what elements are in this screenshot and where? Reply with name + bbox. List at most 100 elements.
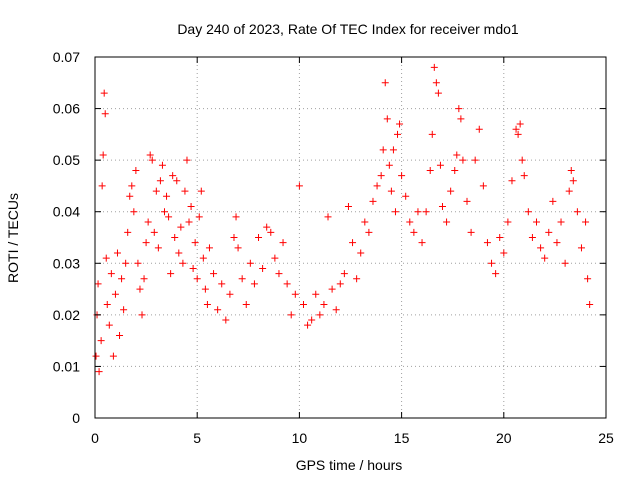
data-point bbox=[195, 213, 203, 221]
data-point bbox=[103, 301, 111, 309]
data-point bbox=[92, 352, 100, 360]
data-point bbox=[428, 130, 436, 138]
data-point bbox=[438, 203, 446, 211]
data-point bbox=[492, 270, 500, 278]
data-point bbox=[308, 316, 316, 324]
data-point bbox=[516, 120, 524, 128]
data-point bbox=[95, 368, 103, 376]
data-point bbox=[385, 161, 393, 169]
data-point bbox=[504, 218, 512, 226]
data-point bbox=[185, 218, 193, 226]
data-point bbox=[175, 249, 183, 257]
data-point bbox=[391, 208, 399, 216]
data-point bbox=[177, 223, 185, 231]
data-point bbox=[181, 187, 189, 195]
chart-title: Day 240 of 2023, Rate Of TEC Index for r… bbox=[177, 21, 519, 37]
data-point bbox=[102, 254, 110, 262]
data-point bbox=[128, 182, 136, 190]
data-point bbox=[496, 234, 504, 241]
data-point bbox=[263, 223, 271, 231]
data-point bbox=[361, 218, 369, 226]
data-point bbox=[113, 249, 121, 257]
data-point bbox=[275, 270, 283, 278]
data-point bbox=[259, 264, 267, 272]
data-point bbox=[144, 218, 152, 226]
data-point bbox=[422, 208, 430, 216]
data-point bbox=[173, 177, 181, 185]
x-tick-label: 10 bbox=[292, 430, 308, 446]
data-point bbox=[353, 275, 361, 283]
data-point bbox=[291, 290, 299, 298]
data-point bbox=[447, 187, 455, 195]
data-point bbox=[214, 306, 222, 314]
data-point bbox=[414, 208, 422, 216]
data-point bbox=[150, 228, 158, 236]
data-point bbox=[140, 275, 148, 283]
data-point bbox=[567, 166, 575, 174]
data-point bbox=[242, 301, 250, 309]
data-point bbox=[226, 290, 234, 298]
data-point bbox=[191, 239, 199, 247]
data-point bbox=[387, 187, 395, 195]
data-point bbox=[533, 218, 541, 226]
y-tick-label: 0.02 bbox=[53, 307, 80, 323]
data-point bbox=[582, 218, 590, 226]
data-points bbox=[92, 63, 594, 376]
x-tick-label: 0 bbox=[91, 430, 99, 446]
data-point bbox=[279, 239, 287, 247]
data-point bbox=[142, 239, 150, 247]
data-point bbox=[299, 301, 307, 309]
data-point bbox=[514, 130, 522, 138]
data-point bbox=[160, 208, 168, 216]
data-point bbox=[451, 166, 459, 174]
data-point bbox=[120, 306, 128, 314]
data-point bbox=[116, 331, 124, 339]
data-point bbox=[500, 249, 508, 257]
data-point bbox=[430, 63, 438, 71]
data-point bbox=[328, 285, 336, 293]
data-point bbox=[545, 228, 553, 236]
data-point bbox=[167, 270, 175, 278]
data-point bbox=[573, 208, 581, 216]
data-point bbox=[357, 249, 365, 257]
data-point bbox=[287, 311, 295, 319]
data-point bbox=[246, 259, 254, 267]
data-point bbox=[541, 254, 549, 262]
data-point bbox=[524, 208, 532, 216]
data-point bbox=[340, 270, 348, 278]
data-point bbox=[138, 311, 146, 319]
data-point bbox=[118, 275, 126, 283]
data-point bbox=[443, 218, 451, 226]
data-point bbox=[165, 213, 173, 221]
data-point bbox=[152, 187, 160, 195]
data-point bbox=[156, 177, 164, 185]
data-point bbox=[250, 280, 258, 288]
data-point bbox=[488, 259, 496, 267]
data-point bbox=[98, 182, 106, 190]
data-point bbox=[320, 301, 328, 309]
data-point bbox=[508, 177, 516, 185]
data-point bbox=[148, 156, 156, 164]
y-tick-label: 0.04 bbox=[53, 204, 80, 220]
data-point bbox=[189, 264, 197, 272]
data-point bbox=[459, 156, 467, 164]
data-point bbox=[218, 280, 226, 288]
data-point bbox=[349, 239, 357, 247]
data-point bbox=[432, 79, 440, 87]
y-tick-label: 0.07 bbox=[53, 49, 80, 65]
data-point bbox=[402, 192, 410, 200]
data-point bbox=[232, 213, 240, 221]
data-point bbox=[230, 234, 238, 241]
data-point bbox=[561, 259, 569, 267]
data-point bbox=[520, 172, 528, 180]
data-point bbox=[479, 182, 487, 190]
data-point bbox=[199, 254, 207, 262]
data-point bbox=[304, 321, 312, 329]
data-point bbox=[222, 316, 230, 324]
y-tick-label: 0.01 bbox=[53, 358, 80, 374]
axis-ticks bbox=[94, 56, 607, 419]
data-point bbox=[316, 311, 324, 319]
x-tick-label: 5 bbox=[193, 430, 201, 446]
data-point bbox=[158, 161, 166, 169]
data-point bbox=[197, 187, 205, 195]
